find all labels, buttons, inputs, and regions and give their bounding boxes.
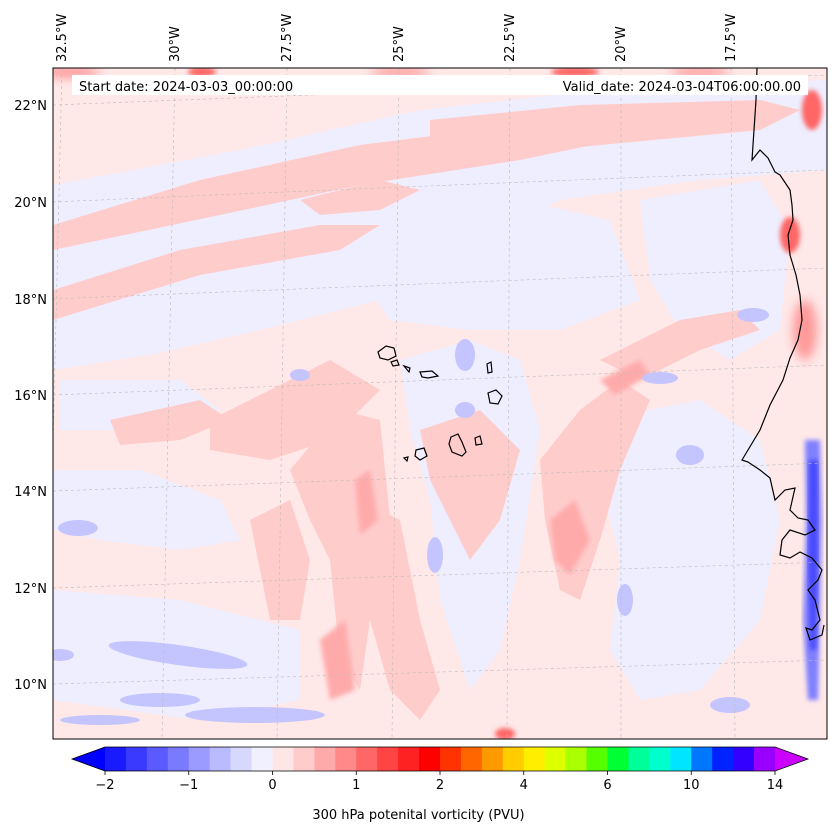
colorbar-segment: [670, 747, 692, 771]
colorbar-segment: [230, 747, 253, 771]
colorbar-tick-label: 6: [603, 778, 611, 793]
colorbar-segment: [628, 747, 650, 771]
colorbar-segment: [754, 747, 776, 771]
colorbar-tick-label: 4: [520, 778, 528, 793]
longitude-label: 27.5°W: [280, 14, 295, 62]
latitude-label: 10°N: [14, 678, 47, 693]
map-frame: [52, 67, 828, 740]
colorbar-under-arrow: [72, 747, 105, 771]
colorbar-segment: [712, 747, 734, 771]
graticule: [53, 68, 827, 739]
colorbar-segment: [293, 747, 315, 771]
latitude-label: 12°N: [14, 582, 47, 597]
colorbar-segment: [377, 747, 399, 771]
colorbar-segment: [272, 747, 294, 771]
colorbar-segment: [565, 747, 588, 771]
latitude-label: 14°N: [14, 485, 47, 500]
longitude-label: 20°W: [614, 26, 629, 62]
colorbar-segment: [146, 747, 169, 771]
longitude-label: 17.5°W: [724, 14, 739, 62]
longitude-label: 25°W: [392, 26, 407, 62]
longitude-labels: 32.5°W 30°W 27.5°W 25°W 22.5°W 20°W 17.5°W: [55, 14, 739, 62]
colorbar-segment: [481, 747, 504, 771]
colorbar-tick-label: −1: [179, 778, 198, 793]
colorbar-segment: [460, 747, 483, 771]
colorbar-segment: [544, 747, 567, 771]
colorbar-tick-label: 0: [268, 778, 276, 793]
colorbar-tick-label: 1: [352, 778, 360, 793]
colorbar-segment: [105, 747, 127, 771]
colorbar-segment: [649, 747, 671, 771]
pv-field: [53, 68, 827, 739]
colorbar-segment: [398, 747, 420, 771]
colorbar-segment: [502, 747, 525, 771]
colorbar-segment: [251, 747, 273, 771]
colorbar-segment: [314, 747, 336, 771]
longitude-label: 22.5°W: [503, 14, 518, 62]
colorbar-segment: [523, 747, 546, 771]
latitude-label: 16°N: [14, 389, 47, 404]
colorbar-segment: [356, 747, 378, 771]
colorbar-tick-label: 2: [436, 778, 444, 793]
colorbar-segment: [209, 747, 232, 771]
colorbar-label: 300 hPa potenital vorticity (PVU): [312, 808, 525, 823]
africa-coastline: [741, 68, 825, 641]
colorbar-segment: [607, 747, 629, 771]
colorbar-segment: [167, 747, 190, 771]
colorbar-tick-label: 10: [683, 778, 700, 793]
valid-date-label: Valid_date: 2024-03-04T06:00:00.00: [563, 80, 801, 95]
colorbar-segment: [419, 747, 441, 771]
colorbar-segment: [691, 747, 713, 771]
colorbar-segment: [125, 747, 148, 771]
colorbar-segment: [440, 747, 462, 771]
colorbar-segment: [188, 747, 211, 771]
date-banner: [72, 75, 808, 95]
start-date-label: Start date: 2024-03-03_00:00:00: [79, 80, 293, 95]
colorbar-tick-label: −2: [95, 778, 114, 793]
latitude-label: 18°N: [14, 293, 47, 308]
latitude-label: 20°N: [14, 196, 47, 211]
colorbar-segment: [586, 747, 608, 771]
cape-verde-islands: [377, 345, 503, 463]
colorbar-over-arrow: [775, 747, 808, 771]
colorbar-segment: [733, 747, 755, 771]
latitude-label: 22°N: [14, 99, 47, 114]
longitude-label: 30°W: [168, 26, 183, 62]
longitude-label: 32.5°W: [55, 14, 70, 62]
colorbar: [70, 746, 810, 772]
colorbar-segment: [335, 747, 357, 771]
colorbar-tick-label: 14: [767, 778, 784, 793]
latitude-labels: 22°N 20°N 18°N 16°N 14°N 12°N 10°N: [14, 99, 47, 693]
colorbar-ticks: −2 −1 0 1 2 4 6 10 14: [95, 771, 783, 793]
